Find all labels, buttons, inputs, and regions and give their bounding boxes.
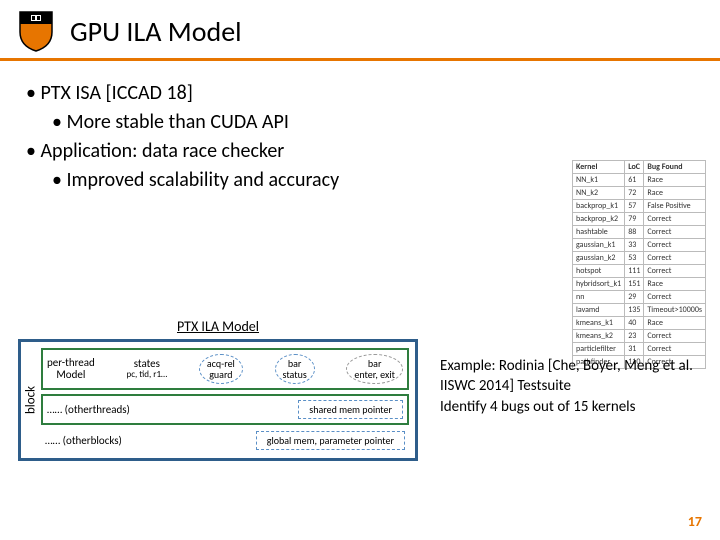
bullet-more-stable: More stable than CUDA API [52,108,694,137]
table-row: hotspot111Correct [573,265,706,278]
bar-enter-exit-oval: bar enter, exit [346,354,403,384]
page-number: 17 [688,513,702,530]
table-row: nn29Correct [573,291,706,304]
table-row: gaussian_k133Correct [573,239,706,252]
results-table: KernelLoCBug Found NN_k161RaceNN_k272Rac… [572,160,706,369]
table-row: gaussian_k253Correct [573,252,706,265]
example-caption: Example: Rodinia [Che, Boyer, Meng et al… [440,356,700,417]
block-label: block [24,386,39,414]
table-row: backprop_k157False Positive [573,200,706,213]
bar-status-oval: bar status [275,354,315,384]
global-mem-box: global mem, parameter pointer [256,431,405,450]
block-outer-box: block per-thread Model states pc, tid, r… [18,339,418,461]
ptx-ila-diagram: PTX ILA Model block per-thread Model sta… [18,318,418,461]
table-row: lavamd135Timeout>10000s [573,304,706,317]
princeton-shield-icon [18,10,54,52]
table-row: kmeans_k223Correct [573,330,706,343]
acq-rel-oval: acq-rel guard [199,354,243,384]
table-row: backprop_k279Correct [573,213,706,226]
other-threads-row: …… (otherthreads) shared mem pointer [41,394,409,425]
table-row: particlefilter31Correct [573,343,706,356]
per-thread-row: per-thread Model states pc, tid, r1… acq… [41,348,409,390]
table-row: kmeans_k140Race [573,317,706,330]
bullet-ptx-isa: PTX ISA [ICCAD 18] [26,79,694,108]
slide-title: GPU ILA Model [70,14,242,49]
table-row: hashtable88Correct [573,226,706,239]
per-thread-model-label: per-thread Model [47,357,95,381]
slide-header: GPU ILA Model [0,0,720,58]
table-row: NN_k272Race [573,187,706,200]
table-row: NN_k161Race [573,174,706,187]
states-box: states pc, tid, r1… [126,358,167,380]
other-blocks-row: …… (otherblocks) global mem, parameter p… [41,429,409,452]
shared-mem-box: shared mem pointer [298,400,403,419]
table-header: LoC [625,161,644,174]
table-header: Kernel [573,161,625,174]
diagram-caption: PTX ILA Model [18,318,418,335]
title-underline [0,58,720,61]
table-header: Bug Found [644,161,706,174]
table-row: hybridsort_k1151Race [573,278,706,291]
